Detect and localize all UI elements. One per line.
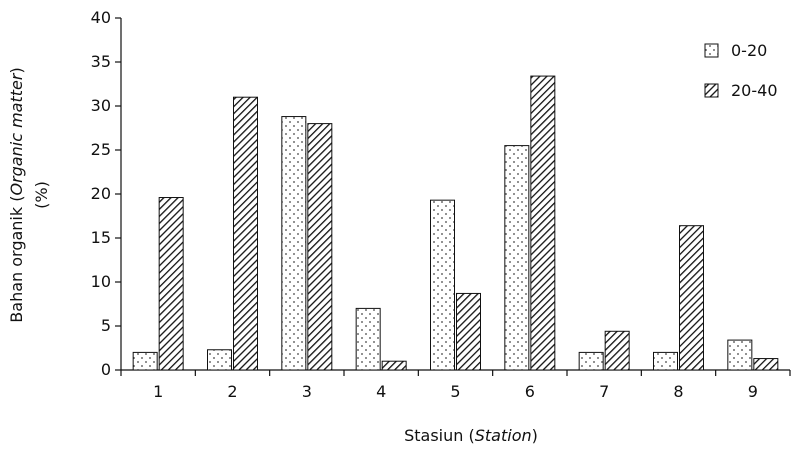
bar-20-40-station-2 <box>233 96 258 371</box>
bar-20-40-station-7 <box>604 330 630 371</box>
bar-0-20-station-8 <box>653 351 678 371</box>
x-tick-label: 9 <box>748 382 758 401</box>
x-tick-label: 7 <box>599 382 609 401</box>
y-tick-label: 35 <box>91 52 111 71</box>
bar-0-20-station-9 <box>727 339 753 371</box>
legend-swatch-20-40 <box>704 83 719 98</box>
x-tick-label: 2 <box>227 382 237 401</box>
y-axis-title-close: ) <box>7 67 26 73</box>
x-tick-label: 4 <box>376 382 386 401</box>
y-tick-label: 10 <box>91 272 111 291</box>
y-tick-label: 40 <box>91 8 111 27</box>
bar-0-20-station-7 <box>578 351 604 371</box>
y-axis: 0 5 10 15 20 25 30 35 40 <box>91 8 122 379</box>
y-tick-label: 20 <box>91 184 111 203</box>
bar-0-20-station-2 <box>207 349 232 371</box>
legend-label-20-40: 20-40 <box>731 81 778 100</box>
bar-0-20-station-6 <box>504 145 530 371</box>
x-tick-label: 5 <box>450 382 460 401</box>
bars <box>132 75 779 371</box>
bar-20-40-station-1 <box>158 197 184 371</box>
bar-20-40-station-9 <box>753 358 779 371</box>
bar-20-40-station-3 <box>307 123 333 371</box>
y-axis-title-italic: Organic matter <box>7 72 26 195</box>
legend: 0-20 20-40 <box>704 41 778 100</box>
y-axis-title: Bahan organik (Organic matter) <box>7 67 26 322</box>
bar-20-40-station-4 <box>381 360 407 371</box>
x-axis-title-italic: Station <box>475 426 532 445</box>
legend-label-0-20: 0-20 <box>731 41 767 60</box>
x-axis-title-main: Stasiun ( <box>404 426 475 445</box>
bar-20-40-station-5 <box>456 292 481 371</box>
x-tick-label: 3 <box>302 382 312 401</box>
y-tick-label: 15 <box>91 228 111 247</box>
x-axis-title: Stasiun (Station) <box>404 426 538 445</box>
y-axis-unit: (%) <box>32 181 51 209</box>
bar-0-20-station-1 <box>132 351 158 371</box>
x-axis-title-close: ) <box>532 426 538 445</box>
x-tick-label: 8 <box>673 382 683 401</box>
x-axis: 1 2 3 4 5 6 7 8 9 <box>120 369 791 401</box>
bar-20-40-station-8 <box>679 225 704 371</box>
x-tick-label: 1 <box>153 382 163 401</box>
bar-0-20-station-5 <box>430 199 455 371</box>
y-tick-label: 25 <box>91 140 111 159</box>
x-tick-label: 6 <box>525 382 535 401</box>
y-tick-label: 5 <box>101 316 111 335</box>
y-axis-title-main: Bahan organik ( <box>7 196 26 323</box>
y-tick-label: 30 <box>91 96 111 115</box>
bar-20-40-station-6 <box>530 75 556 371</box>
bar-0-20-station-4 <box>355 307 381 371</box>
y-tick-label: 0 <box>101 360 111 379</box>
legend-swatch-0-20 <box>704 43 719 58</box>
bar-0-20-station-3 <box>281 116 307 371</box>
